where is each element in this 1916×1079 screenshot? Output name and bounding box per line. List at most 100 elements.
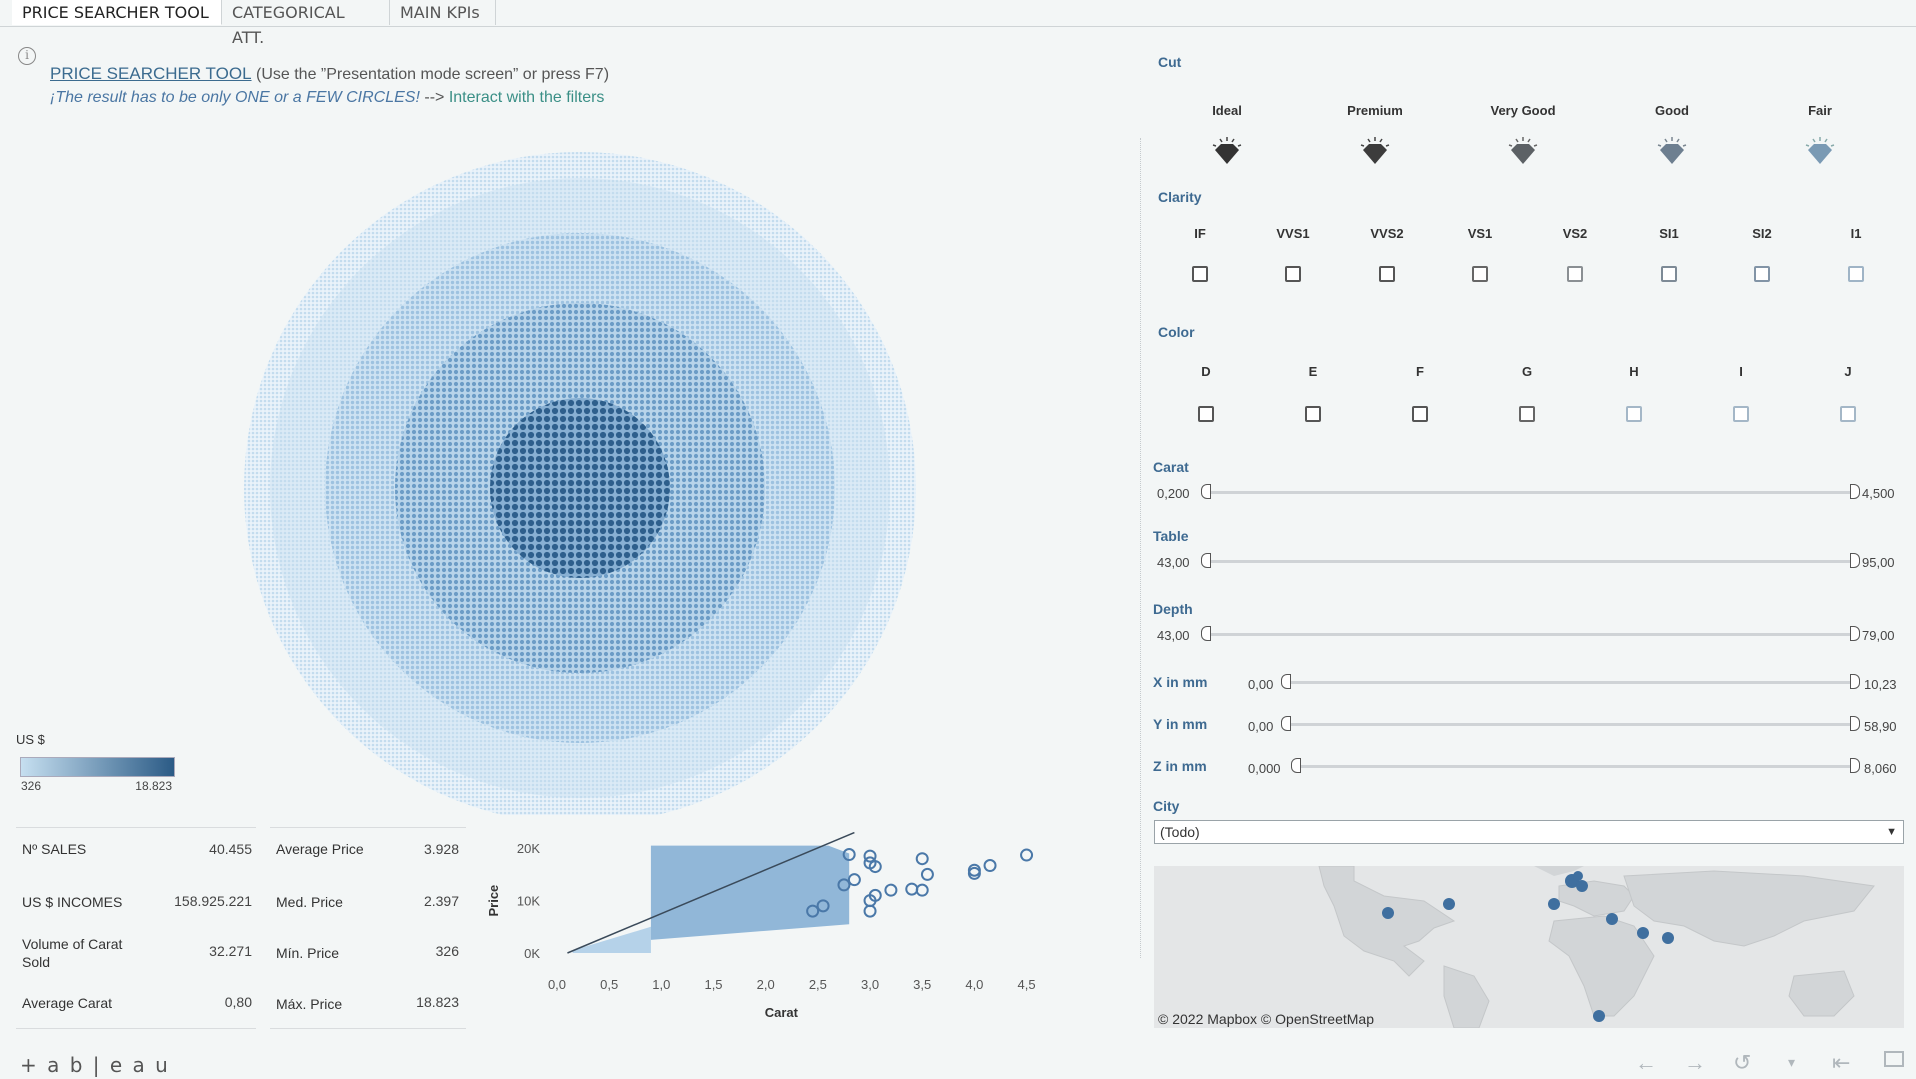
fullscreen-icon[interactable] bbox=[1884, 1051, 1904, 1067]
page-title-note: (Use the ”Presentation mode screen” or p… bbox=[256, 66, 610, 83]
color-d-checkbox[interactable] bbox=[1198, 406, 1214, 422]
table-slider-min: 43,00 bbox=[1157, 555, 1190, 570]
panel-divider bbox=[1140, 138, 1142, 958]
clarity-vs2-checkbox[interactable] bbox=[1567, 266, 1583, 282]
clarity-vvs2-checkbox[interactable] bbox=[1379, 266, 1395, 282]
z-mm-slider-max-handle[interactable] bbox=[1850, 758, 1860, 773]
z-mm-slider-min-handle[interactable] bbox=[1291, 758, 1301, 773]
y-mm-slider-track[interactable] bbox=[1286, 723, 1854, 726]
scatter-point[interactable] bbox=[967, 863, 981, 877]
map-city-marker[interactable] bbox=[1443, 898, 1455, 910]
map-city-marker[interactable] bbox=[1573, 871, 1583, 881]
tab-main-kpis[interactable]: MAIN KPIs bbox=[390, 0, 496, 25]
x-tick-label: 0,0 bbox=[548, 977, 566, 992]
scatter-point-cluster[interactable] bbox=[572, 926, 651, 953]
scatter-point[interactable] bbox=[915, 852, 929, 866]
diamond-icon[interactable] bbox=[1508, 137, 1538, 164]
redo-icon[interactable]: → bbox=[1684, 1050, 1706, 1075]
scatter-point[interactable] bbox=[863, 849, 877, 863]
cut-option-very-good-label: Very Good bbox=[1490, 103, 1556, 118]
kpi-med-price-value: 2.397 bbox=[423, 893, 459, 909]
scatter-point[interactable] bbox=[1020, 848, 1034, 862]
tab-categorical-att[interactable]: CATEGORICAL ATT. bbox=[222, 0, 390, 47]
depth-slider-min-handle[interactable] bbox=[1201, 626, 1211, 641]
scatter-point[interactable] bbox=[842, 848, 856, 862]
color-e-checkbox[interactable] bbox=[1305, 406, 1321, 422]
clarity-vs1-checkbox[interactable] bbox=[1472, 266, 1488, 282]
map-city-marker[interactable] bbox=[1576, 880, 1588, 892]
map-attribution[interactable]: © 2022 Mapbox © OpenStreetMap bbox=[1158, 1011, 1374, 1027]
diamond-icon[interactable] bbox=[1360, 137, 1390, 164]
info-icon[interactable]: i bbox=[18, 47, 36, 65]
table-slider-track[interactable] bbox=[1206, 560, 1854, 563]
scatter-point[interactable] bbox=[905, 882, 919, 896]
price-carat-scatter-chart[interactable]: 0K 10K 20K 0,0 0,5 1,0 1,5 2,0 2,5 3,0 3,5 4,0 4,5 Ca… bbox=[480, 818, 1140, 1028]
color-option-j-label: J bbox=[1844, 364, 1852, 379]
scatter-point[interactable] bbox=[816, 899, 830, 913]
scatter-point[interactable] bbox=[868, 860, 882, 874]
map-city-marker[interactable] bbox=[1593, 1010, 1605, 1022]
scatter-point-cluster[interactable] bbox=[650, 845, 850, 940]
diamond-icon[interactable] bbox=[1805, 137, 1835, 164]
color-option-h-label: H bbox=[1629, 364, 1639, 379]
kpi-sales-value: 40.455 bbox=[209, 841, 252, 857]
scatter-point[interactable] bbox=[915, 883, 929, 897]
x-mm-slider-min-handle[interactable] bbox=[1281, 674, 1291, 689]
diamond-icon[interactable] bbox=[1657, 137, 1687, 164]
depth-slider-max-handle[interactable] bbox=[1850, 626, 1860, 641]
tableau-logo[interactable]: + a b | e a u bbox=[20, 1053, 170, 1077]
depth-slider-track[interactable] bbox=[1206, 633, 1854, 636]
scatter-point[interactable] bbox=[884, 883, 898, 897]
table-slider-min-handle[interactable] bbox=[1201, 553, 1211, 568]
city-filter-label: City bbox=[1153, 798, 1180, 814]
color-g-checkbox[interactable] bbox=[1519, 406, 1535, 422]
carat-slider-min-handle[interactable] bbox=[1201, 484, 1211, 499]
scatter-point[interactable] bbox=[806, 904, 820, 918]
city-map[interactable]: © 2022 Mapbox © OpenStreetMap bbox=[1154, 866, 1904, 1028]
map-city-marker[interactable] bbox=[1548, 898, 1560, 910]
map-city-marker[interactable] bbox=[1637, 927, 1649, 939]
kpi-divider bbox=[270, 827, 466, 828]
diamond-icon[interactable] bbox=[1212, 137, 1242, 164]
packed-bubble-chart[interactable] bbox=[15, 135, 1140, 815]
map-city-marker[interactable] bbox=[1382, 907, 1394, 919]
first-page-icon[interactable]: ⇤ bbox=[1832, 1050, 1851, 1075]
color-h-checkbox[interactable] bbox=[1626, 406, 1642, 422]
scatter-point[interactable] bbox=[837, 878, 851, 892]
z-mm-slider-label: Z in mm bbox=[1153, 758, 1207, 774]
color-f-checkbox[interactable] bbox=[1412, 406, 1428, 422]
scatter-point[interactable] bbox=[983, 859, 997, 873]
clarity-si1-checkbox[interactable] bbox=[1661, 266, 1677, 282]
map-city-marker[interactable] bbox=[1662, 932, 1674, 944]
color-i-checkbox[interactable] bbox=[1733, 406, 1749, 422]
map-city-marker[interactable] bbox=[1606, 913, 1618, 925]
y-mm-slider-min-handle[interactable] bbox=[1281, 716, 1291, 731]
y-mm-slider-max-handle[interactable] bbox=[1850, 716, 1860, 731]
clarity-if-checkbox[interactable] bbox=[1192, 266, 1208, 282]
clarity-option-si1-label: SI1 bbox=[1659, 226, 1679, 241]
x-mm-slider-track[interactable] bbox=[1286, 681, 1854, 684]
clarity-vvs1-checkbox[interactable] bbox=[1285, 266, 1301, 282]
color-j-checkbox[interactable] bbox=[1840, 406, 1856, 422]
color-filter-label: Color bbox=[1158, 324, 1195, 340]
x-mm-slider-min: 0,00 bbox=[1248, 677, 1274, 692]
kpi-min-price-label: Mín. Price bbox=[276, 945, 340, 961]
revert-icon[interactable]: ↺ bbox=[1733, 1050, 1752, 1075]
x-mm-slider-max-handle[interactable] bbox=[1850, 674, 1860, 689]
carat-slider-track[interactable] bbox=[1206, 491, 1854, 494]
clarity-i1-checkbox[interactable] bbox=[1848, 266, 1864, 282]
legend-min: 326 bbox=[21, 779, 42, 793]
page-title-link[interactable]: PRICE SEARCHER TOOL bbox=[50, 64, 252, 83]
clarity-filter-label: Clarity bbox=[1158, 189, 1202, 205]
carat-slider-max-handle[interactable] bbox=[1850, 484, 1860, 499]
city-dropdown[interactable]: (Todo) ▼ bbox=[1154, 820, 1904, 844]
clarity-si2-checkbox[interactable] bbox=[1754, 266, 1770, 282]
z-mm-slider-track[interactable] bbox=[1296, 765, 1854, 768]
scatter-point[interactable] bbox=[920, 867, 934, 881]
scatter-point[interactable] bbox=[863, 904, 877, 918]
pause-dropdown-icon[interactable]: ▾ bbox=[1788, 1054, 1796, 1070]
scatter-point[interactable] bbox=[847, 873, 861, 887]
table-slider-max-handle[interactable] bbox=[1850, 553, 1860, 568]
undo-icon[interactable]: ← bbox=[1635, 1050, 1657, 1075]
tab-price-searcher-tool[interactable]: PRICE SEARCHER TOOL bbox=[12, 0, 222, 25]
